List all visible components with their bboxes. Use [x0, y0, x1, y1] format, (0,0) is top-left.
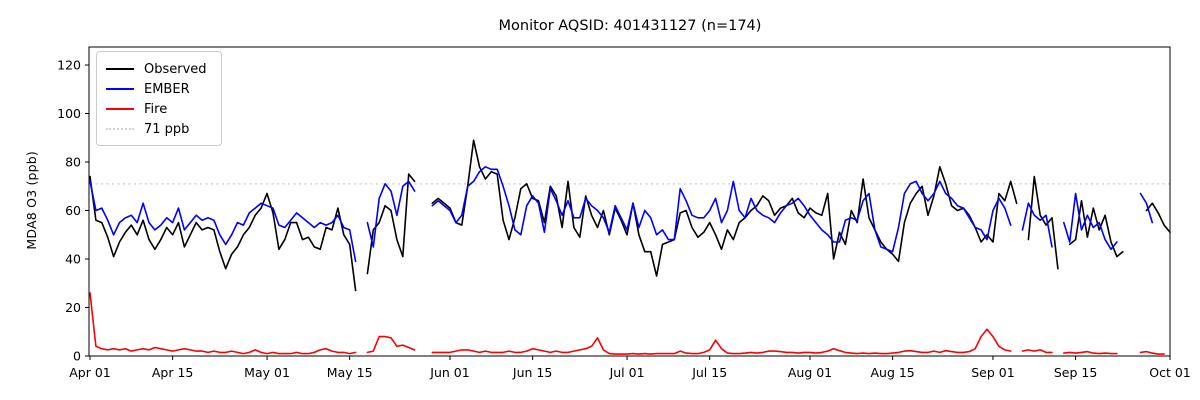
y-tick-label: 80 — [65, 155, 81, 170]
legend-label: 71 ppb — [144, 121, 190, 137]
y-tick-label: 0 — [73, 349, 81, 364]
fire-line — [89, 292, 1165, 355]
legend-row: EMBER — [106, 79, 212, 99]
legend: Observed EMBER Fire 71 ppb — [96, 51, 222, 146]
legend-label: EMBER — [144, 81, 190, 97]
legend-line-sample — [106, 128, 134, 130]
x-tick-label: Sep 15 — [1054, 365, 1097, 380]
y-tick-label: 100 — [57, 106, 81, 121]
x-tick-label: Apr 01 — [69, 365, 111, 380]
x-tick-label: Aug 15 — [870, 365, 914, 380]
x-tick-label: May 01 — [244, 365, 290, 380]
legend-row: Fire — [106, 99, 212, 119]
y-tick-label: 20 — [65, 300, 81, 315]
legend-line-sample — [106, 68, 134, 70]
legend-row: 71 ppb — [106, 119, 212, 139]
x-tick-label: Jun 15 — [512, 365, 552, 380]
x-tick-label: May 15 — [327, 365, 373, 380]
x-tick-label: Oct 01 — [1149, 365, 1191, 380]
ember-line — [89, 166, 1154, 263]
y-tick-label: 120 — [57, 58, 81, 73]
observed-line — [89, 139, 1171, 292]
x-tick-label: Aug 01 — [788, 365, 832, 380]
axes-spines — [88, 46, 1171, 357]
legend-line-sample — [106, 88, 134, 90]
x-tick-label: Jun 01 — [429, 365, 469, 380]
y-tick-label: 60 — [65, 203, 81, 218]
chart-title: Monitor AQSID: 401431127 (n=174) — [498, 18, 762, 34]
x-tick-label: Sep 01 — [971, 365, 1014, 380]
legend-label: Observed — [144, 61, 207, 77]
legend-label: Fire — [144, 101, 168, 117]
x-tick-label: Apr 15 — [152, 365, 194, 380]
legend-row: Observed — [106, 59, 212, 79]
x-tick-label: Jul 01 — [609, 365, 645, 380]
x-tick-label: Jul 15 — [691, 365, 727, 380]
legend-line-sample — [106, 108, 134, 110]
y-tick-label: 40 — [65, 252, 81, 267]
